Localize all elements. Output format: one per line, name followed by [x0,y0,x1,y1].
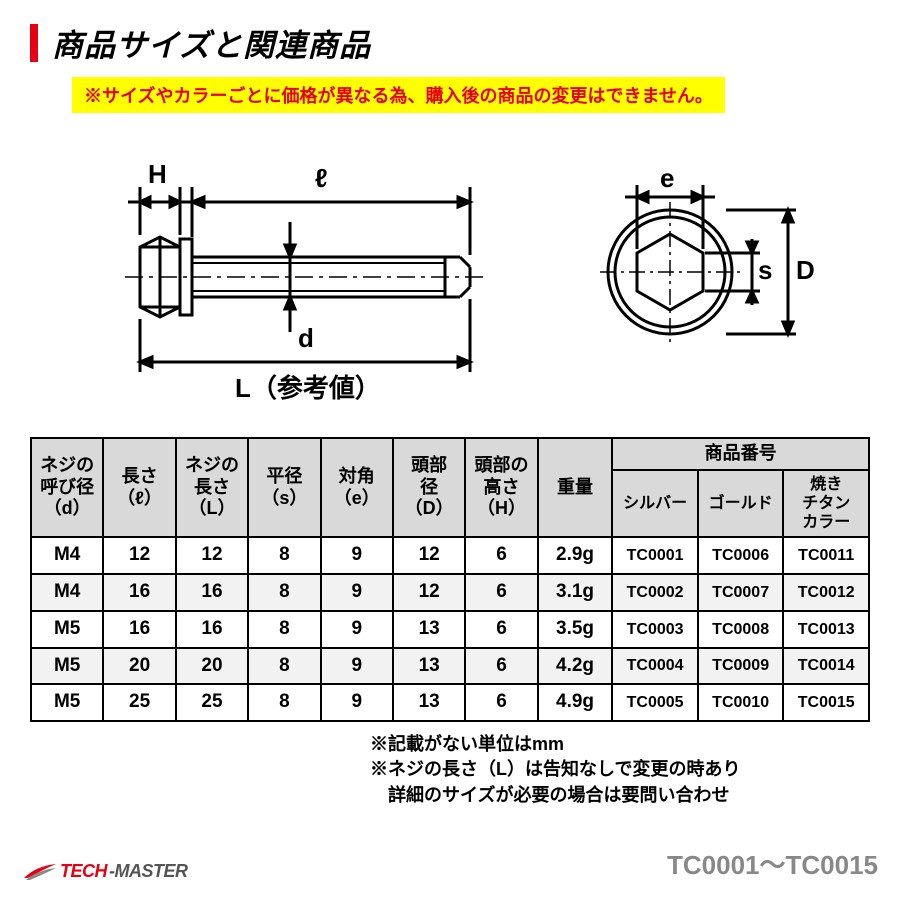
col-e: 対角（e） [321,438,393,537]
sub-titanium: 焼きチタンカラー [783,470,869,538]
cell: M4 [31,537,103,574]
cell: 9 [321,574,393,611]
label-H: H [148,159,167,189]
cell: 12 [103,537,175,574]
col-length: 長さ（ℓ） [103,438,175,537]
cell: 16 [176,574,248,611]
cell: 20 [103,648,175,685]
cell: 6 [465,684,537,721]
cell: TC0008 [698,611,784,648]
table-row: M41212891262.9gTC0001TC0006TC0011 [31,537,869,574]
cell: 8 [248,684,320,721]
title-row: 商品サイズと関連商品 [30,20,870,65]
cell: 8 [248,537,320,574]
cell: TC0014 [783,648,869,685]
cell: 16 [103,611,175,648]
table-row: M52020891364.2gTC0004TC0009TC0014 [31,648,869,685]
table-row: M51616891363.5gTC0003TC0008TC0013 [31,611,869,648]
cell: TC0011 [783,537,869,574]
logo-swoosh-icon [22,860,58,882]
col-d: ネジの呼び径（d） [31,438,103,537]
cell: 25 [103,684,175,721]
cell: 9 [321,648,393,685]
cell: 8 [248,611,320,648]
cell: 13 [393,648,465,685]
cell: M5 [31,648,103,685]
cell: TC0009 [698,648,784,685]
label-s: s [758,255,772,285]
cell: TC0015 [783,684,869,721]
table-header: ネジの呼び径（d） 長さ（ℓ） ネジの長さ（L） 平径（s） 対角（e） 頭部径… [31,438,869,537]
brand-logo: TECH -MASTER [22,860,188,882]
part-range: TC0001～TC0015 [667,845,878,882]
cell: 9 [321,684,393,721]
logo-tech: TECH [60,861,107,882]
col-thread-length: ネジの長さ（L） [176,438,248,537]
footnotes: ※記載がない単位はmm ※ネジの長さ（L）は告知なしで変更の時あり 詳細のサイズ… [370,732,870,808]
cell: 6 [465,574,537,611]
cell: 6 [465,648,537,685]
table-row: M52525891364.9gTC0005TC0010TC0015 [31,684,869,721]
cell: 16 [176,611,248,648]
cell: TC0004 [612,648,698,685]
footnote-1: ※記載がない単位はmm [370,732,870,757]
col-D: 頭部径（D） [393,438,465,537]
col-s: 平径（s） [248,438,320,537]
spec-table: ネジの呼び径（d） 長さ（ℓ） ネジの長さ（L） 平径（s） 対角（e） 頭部径… [30,437,870,722]
col-product-number: 商品番号 [612,438,869,470]
cell: 12 [393,574,465,611]
cell: M4 [31,574,103,611]
cell: TC0013 [783,611,869,648]
diagrams: H ℓ d L（参考値） [30,137,870,417]
cell: TC0006 [698,537,784,574]
cell: TC0003 [612,611,698,648]
footer: TECH -MASTER TC0001～TC0015 [22,845,878,882]
label-d: d [298,323,314,353]
table-row: M41616891263.1gTC0002TC0007TC0012 [31,574,869,611]
cell: M5 [31,611,103,648]
cell: 9 [321,537,393,574]
cell: 2.9g [538,537,613,574]
accent-bar [30,24,38,62]
bolt-top-view: e s D [560,157,820,377]
col-H: 頭部の高さ（H） [465,438,537,537]
cell: 16 [103,574,175,611]
cell: 6 [465,537,537,574]
footnote-3: 詳細のサイズが必要の場合は要問い合わせ [370,783,870,808]
cell: 3.1g [538,574,613,611]
cell: TC0005 [612,684,698,721]
cell: 6 [465,611,537,648]
label-L: L（参考値） [235,373,381,403]
cell: 25 [176,684,248,721]
notice-banner: ※サイズやカラーごとに価格が異なる為、購入後の商品の変更はできません。 [72,77,725,113]
cell: 13 [393,611,465,648]
cell: 3.5g [538,611,613,648]
cell: TC0010 [698,684,784,721]
cell: 4.9g [538,684,613,721]
cell: TC0012 [783,574,869,611]
label-D: D [796,255,815,285]
logo-master: -MASTER [109,861,188,882]
cell: TC0001 [612,537,698,574]
table-body: M41212891262.9gTC0001TC0006TC0011M416168… [31,537,869,721]
cell: 13 [393,684,465,721]
sub-gold: ゴールド [698,470,784,538]
footnote-2: ※ネジの長さ（L）は告知なしで変更の時あり [370,757,870,782]
cell: 4.2g [538,648,613,685]
cell: TC0007 [698,574,784,611]
sub-silver: シルバー [612,470,698,538]
cell: 8 [248,574,320,611]
cell: 9 [321,611,393,648]
cell: 12 [176,537,248,574]
page-title: 商品サイズと関連商品 [52,20,371,65]
cell: 20 [176,648,248,685]
label-l: ℓ [315,163,328,193]
cell: 8 [248,648,320,685]
cell: M5 [31,684,103,721]
col-weight: 重量 [538,438,613,537]
label-e: e [660,163,674,193]
bolt-side-view: H ℓ d L（参考値） [90,147,530,417]
cell: 12 [393,537,465,574]
cell: TC0002 [612,574,698,611]
